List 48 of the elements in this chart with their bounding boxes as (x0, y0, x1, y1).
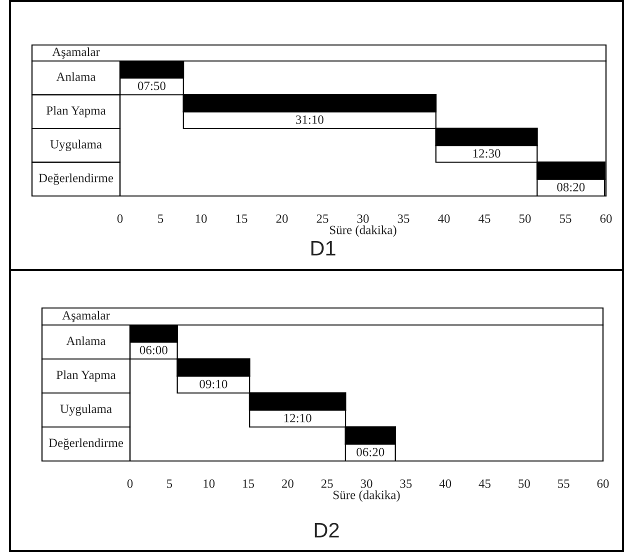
x-tick-label: 25 (316, 214, 328, 223)
y-tick-label: Uygulama (50, 140, 102, 152)
x-tick-label: 20 (276, 214, 288, 223)
x-tick-label: 40 (439, 479, 452, 488)
y-tick-label: Değerlendirme (48, 438, 124, 450)
data-label: 08:20 (557, 182, 585, 192)
x-tick-label: 20 (282, 479, 294, 488)
x-tick-label: 30 (357, 214, 369, 223)
x-tick-label: 5 (158, 214, 164, 223)
x-axis-title: Süre (dakika) (333, 490, 400, 502)
x-tick-label: 10 (196, 214, 207, 223)
x-tick-label: 35 (398, 214, 410, 223)
x-tick-label: 50 (519, 214, 531, 223)
data-label: 12:30 (473, 149, 500, 158)
data-label: 06:20 (356, 448, 384, 456)
y-tick-label: Değerlendirme (38, 173, 114, 185)
x-tick-label: 55 (560, 214, 572, 223)
x-tick-label: 50 (518, 479, 530, 488)
text: D2 (314, 522, 339, 538)
data-label: 06:00 (140, 346, 168, 354)
data-label: 31:10 (296, 115, 324, 124)
x-tick-label: 55 (558, 480, 570, 488)
x-tick-label: 15 (236, 214, 248, 223)
x-tick-label: 40 (438, 214, 450, 223)
x-tick-label: 35 (400, 479, 412, 488)
x-tick-label: 60 (600, 214, 612, 223)
x-tick-label: 15 (243, 479, 254, 488)
x-tick-label: 0 (117, 214, 123, 223)
data-label: 07:50 (138, 82, 166, 90)
y-tick-label: Uygulama (60, 404, 112, 416)
x-tick-label: 0 (127, 479, 133, 488)
x-tick-label: 45 (478, 214, 490, 223)
x-tick-label: 30 (360, 479, 372, 488)
y-tick-label: Plan Yapma (46, 106, 106, 118)
y-tick-label: Anlama (56, 72, 96, 82)
x-axis-title: Süre (dakika) (330, 225, 396, 237)
data-label: 09:10 (200, 380, 228, 388)
data-label: 12:10 (284, 414, 312, 422)
x-tick-label: 10 (204, 479, 215, 488)
y-axis-title: Aşamalar (62, 310, 110, 322)
y-axis-title: Aşamalar (52, 47, 100, 59)
y-tick-label: Anlama (66, 336, 106, 346)
y-tick-label: Plan Yapma (56, 370, 116, 382)
x-tick-label: 25 (321, 479, 333, 488)
x-tick-label: 5 (167, 480, 172, 488)
x-tick-label: 60 (597, 479, 609, 488)
text: D1 (311, 241, 336, 256)
x-tick-label: 45 (478, 480, 491, 488)
